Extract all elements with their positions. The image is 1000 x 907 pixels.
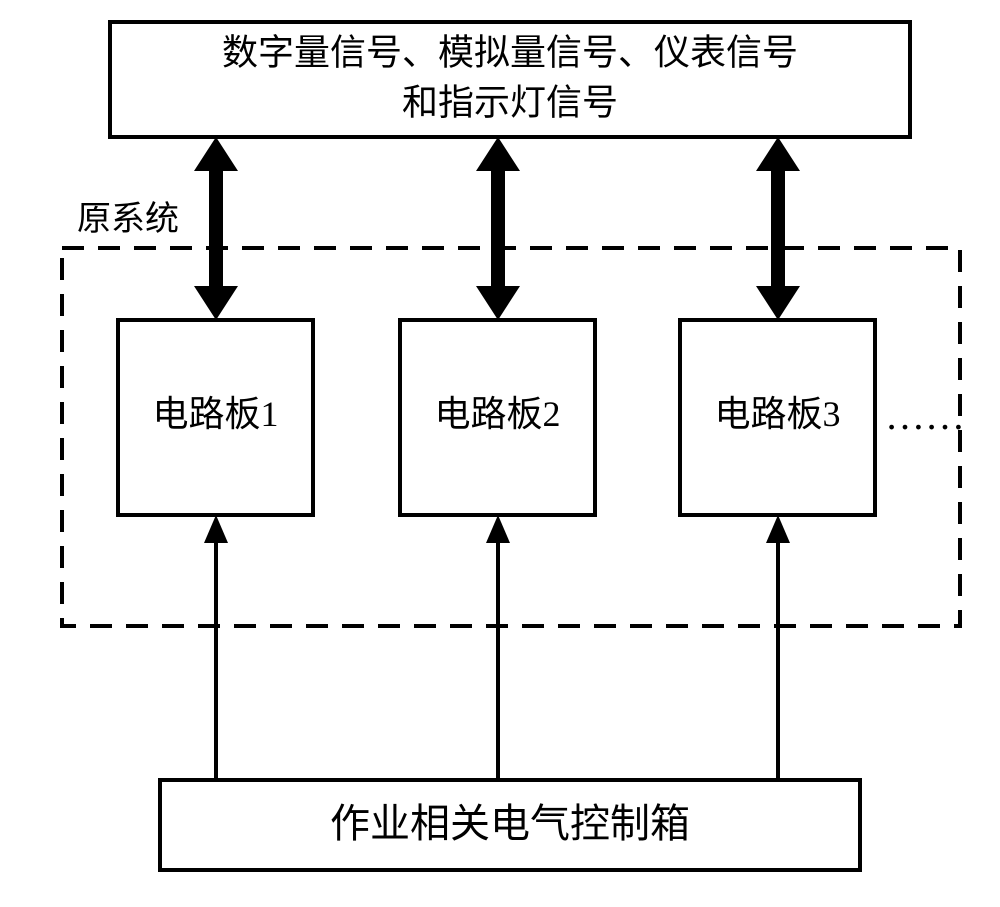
up-arrow-head-u3 bbox=[766, 515, 790, 543]
label-original-system: 原系统 bbox=[77, 200, 179, 238]
up-arrow-head-u1 bbox=[204, 515, 228, 543]
circuit-board-label-2: 电路板2 bbox=[434, 394, 560, 434]
signals-line2: 和指示灯信号 bbox=[402, 82, 618, 122]
circuit-board-label-3: 电路板3 bbox=[714, 394, 840, 434]
signals-line1: 数字量信号、模拟量信号、仪表信号 bbox=[222, 32, 798, 72]
up-arrow-head-u2 bbox=[486, 515, 510, 543]
double-arrow-a3 bbox=[756, 137, 800, 320]
double-arrow-a1 bbox=[194, 137, 238, 320]
control-box-label: 作业相关电气控制箱 bbox=[330, 801, 690, 846]
circuit-board-label-1: 电路板1 bbox=[152, 394, 278, 434]
ellipsis: …… bbox=[885, 393, 965, 438]
double-arrow-a2 bbox=[476, 137, 520, 320]
